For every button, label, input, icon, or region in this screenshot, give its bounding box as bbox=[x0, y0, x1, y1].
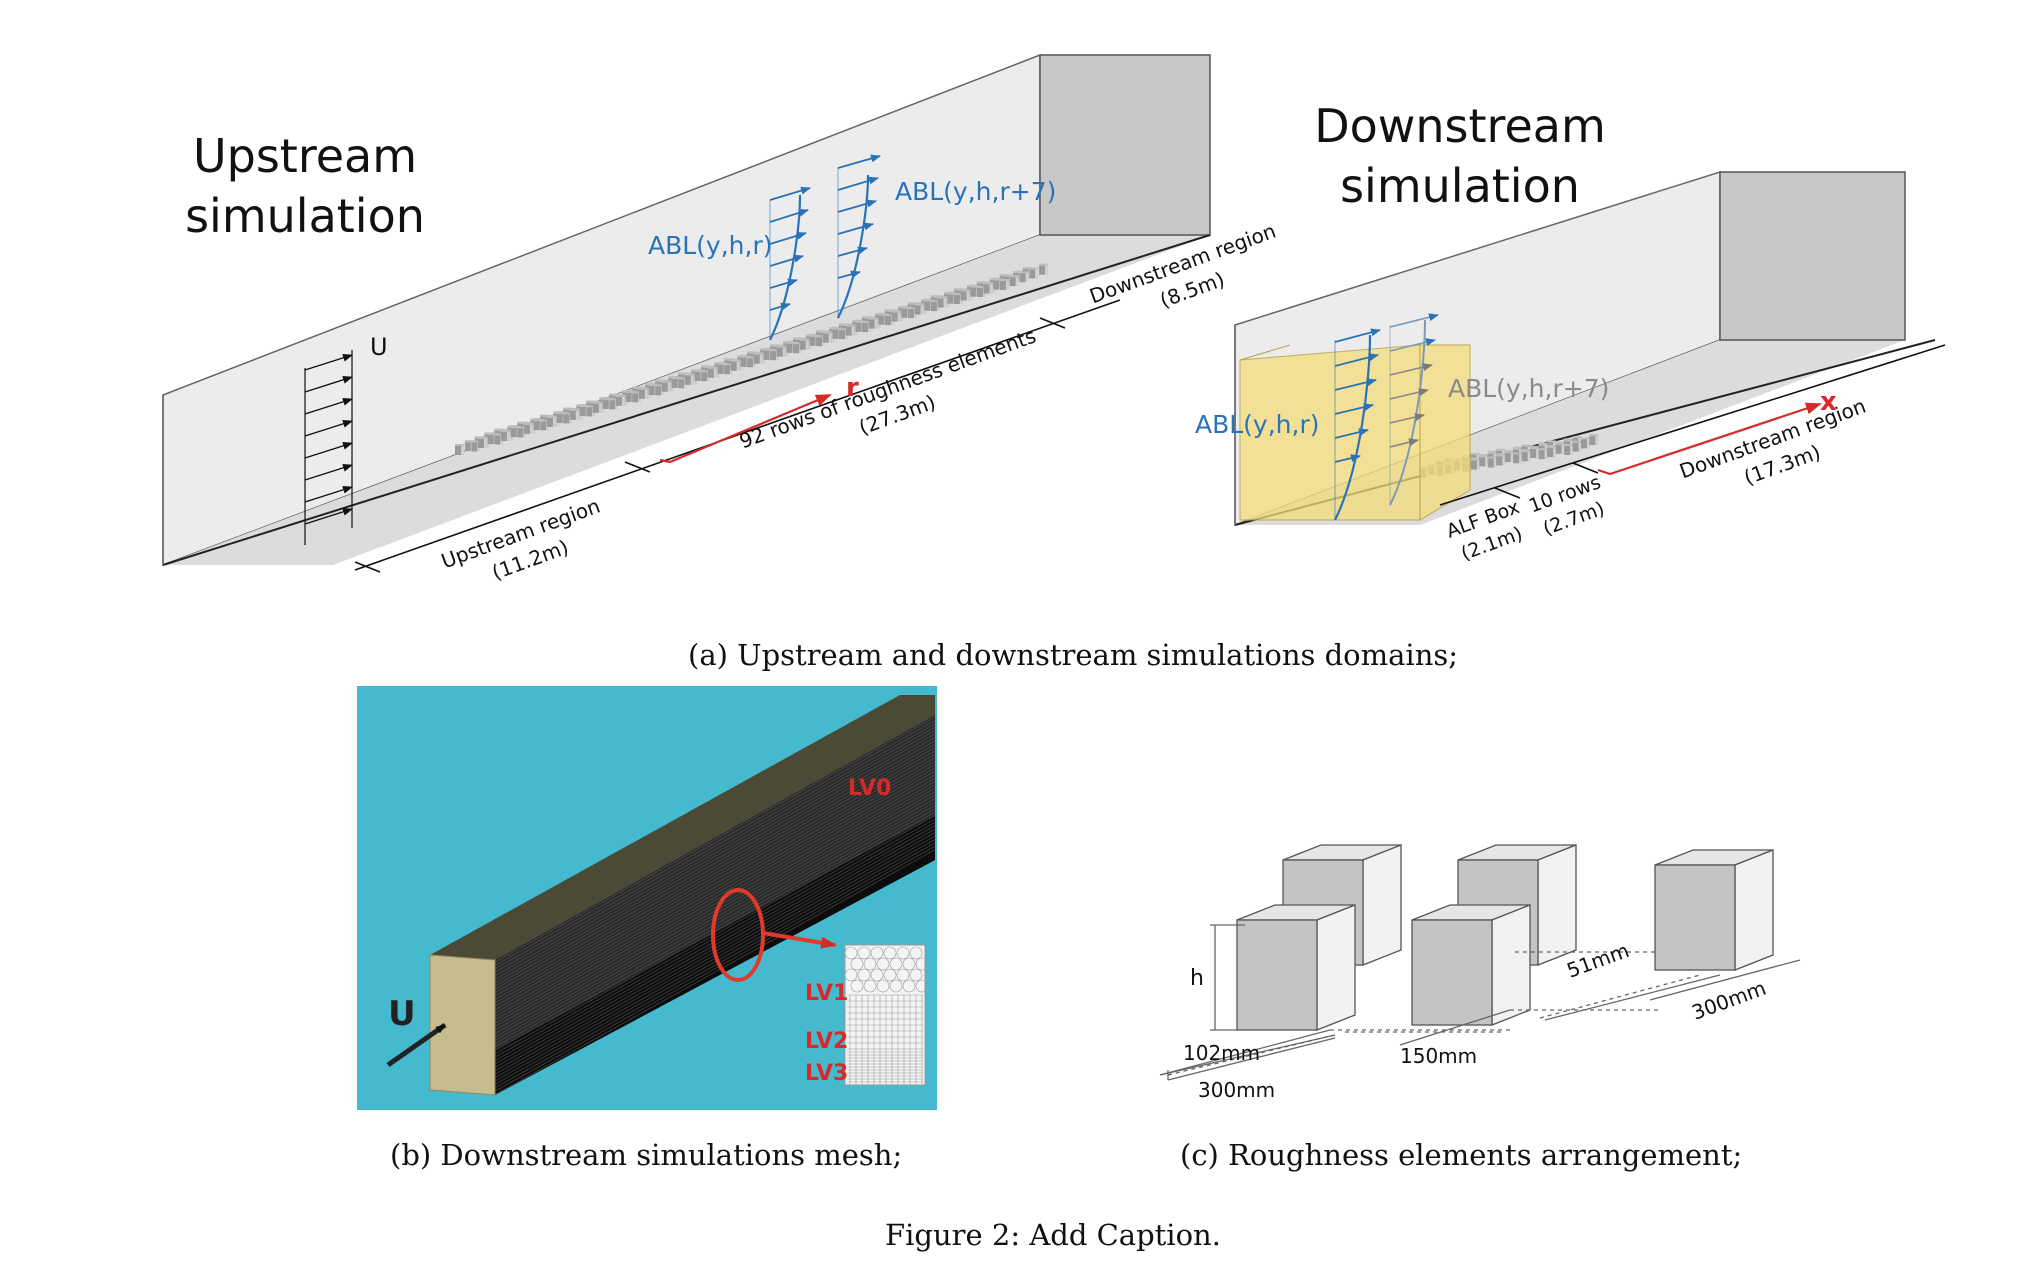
dim-102mm: 102mm bbox=[1183, 1041, 1260, 1065]
roughness-block bbox=[868, 317, 878, 329]
roughness-block bbox=[569, 408, 579, 420]
roughness-cube bbox=[1654, 849, 1774, 971]
roughness-cubes bbox=[1236, 844, 1774, 1031]
downstream-dimension-line bbox=[1439, 344, 1946, 506]
mesh-inflow-label: U bbox=[388, 994, 416, 1034]
roughness-block bbox=[1564, 444, 1574, 455]
roughness-block bbox=[661, 380, 671, 392]
roughness-cube bbox=[1411, 904, 1531, 1026]
dim-150mm: 150mm bbox=[1400, 1044, 1477, 1068]
roughness-block bbox=[730, 359, 740, 371]
caption-a: (a) Upstream and downstream simulations … bbox=[688, 638, 1459, 672]
roughness-block bbox=[1581, 437, 1590, 449]
dim-300mm-front: 300mm bbox=[1198, 1078, 1275, 1102]
roughness-block bbox=[1009, 275, 1019, 287]
r-axis-label: r bbox=[846, 373, 859, 403]
roughness-block bbox=[592, 401, 602, 413]
roughness-block bbox=[1589, 434, 1599, 446]
roughness-block bbox=[1479, 455, 1489, 467]
roughness-block bbox=[1538, 448, 1548, 460]
roughness-block bbox=[983, 282, 993, 294]
arrangement-dimensions bbox=[1159, 924, 1801, 1081]
roughness-block bbox=[1521, 450, 1531, 462]
roughness-block bbox=[477, 436, 487, 448]
roughness-block bbox=[1504, 451, 1514, 463]
roughness-block bbox=[1547, 446, 1557, 458]
lv1-label: LV1 bbox=[805, 981, 848, 1006]
lv3-label: LV3 bbox=[805, 1061, 848, 1086]
roughness-block bbox=[1530, 446, 1540, 458]
roughness-block bbox=[1572, 440, 1582, 452]
roughness-block bbox=[1029, 267, 1039, 279]
downstream-title-line1: Downstream bbox=[1314, 99, 1606, 153]
roughness-block bbox=[960, 289, 970, 301]
roughness-block bbox=[1555, 442, 1565, 454]
roughness-block bbox=[455, 444, 464, 455]
roughness-block bbox=[914, 303, 924, 315]
roughness-block bbox=[615, 394, 625, 406]
x-axis-label: x bbox=[1820, 387, 1837, 417]
roughness-block bbox=[1487, 456, 1497, 468]
abl-r7-downstream-label: ABL(y,h,r+7) bbox=[1448, 374, 1609, 403]
roughness-block bbox=[891, 310, 901, 322]
roughness-cube bbox=[1236, 904, 1356, 1031]
roughness-block bbox=[500, 429, 510, 441]
downstream-title-line2: simulation bbox=[1340, 159, 1580, 213]
abl-profile-r7-downstream bbox=[1389, 313, 1439, 506]
mesh-panel bbox=[357, 686, 937, 1110]
roughness-block bbox=[707, 366, 717, 378]
caption-b: (b) Downstream simulations mesh; bbox=[390, 1138, 903, 1172]
roughness-block bbox=[1019, 271, 1029, 283]
roughness-block bbox=[1513, 452, 1523, 464]
roughness-block bbox=[1470, 458, 1480, 470]
roughness-block bbox=[776, 345, 786, 357]
roughness-block bbox=[684, 373, 694, 385]
inflow-profile-upstream bbox=[304, 350, 353, 545]
roughness-elements-upstream bbox=[455, 263, 1049, 455]
abl-profile-r7 bbox=[837, 154, 881, 319]
inflow-label: U bbox=[370, 333, 388, 361]
roughness-block bbox=[546, 415, 556, 427]
roughness-block bbox=[523, 422, 533, 434]
roughness-block bbox=[799, 338, 809, 350]
upstream-dimension-line bbox=[354, 299, 1121, 573]
upstream-domain bbox=[162, 53, 1211, 567]
figure-caption: Figure 2: Add Caption. bbox=[885, 1218, 1221, 1252]
roughness-block bbox=[1039, 263, 1049, 275]
abl-profile-r bbox=[769, 186, 811, 341]
roughness-block bbox=[753, 352, 763, 364]
height-label: h bbox=[1190, 966, 1204, 991]
abl-r7-label: ABL(y,h,r+7) bbox=[895, 177, 1056, 206]
roughness-block bbox=[822, 331, 832, 343]
roughness-block bbox=[999, 279, 1009, 290]
roughness-block bbox=[638, 387, 648, 399]
caption-c: (c) Roughness elements arrangement; bbox=[1180, 1138, 1743, 1172]
lv2-label: LV2 bbox=[805, 1029, 848, 1054]
lv0-label: LV0 bbox=[848, 776, 891, 801]
abl-r-downstream-label: ABL(y,h,r) bbox=[1195, 410, 1320, 439]
dim-300mm-side: 300mm bbox=[1689, 976, 1770, 1025]
abl-profile-r-downstream bbox=[1334, 328, 1381, 521]
roughness-block bbox=[845, 324, 855, 336]
roughness-block bbox=[1496, 454, 1506, 466]
abl-r-label: ABL(y,h,r) bbox=[648, 231, 773, 260]
upstream-title-line1: Upstream bbox=[193, 129, 417, 183]
upstream-title-line2: simulation bbox=[185, 189, 425, 243]
roughness-block bbox=[937, 296, 947, 308]
